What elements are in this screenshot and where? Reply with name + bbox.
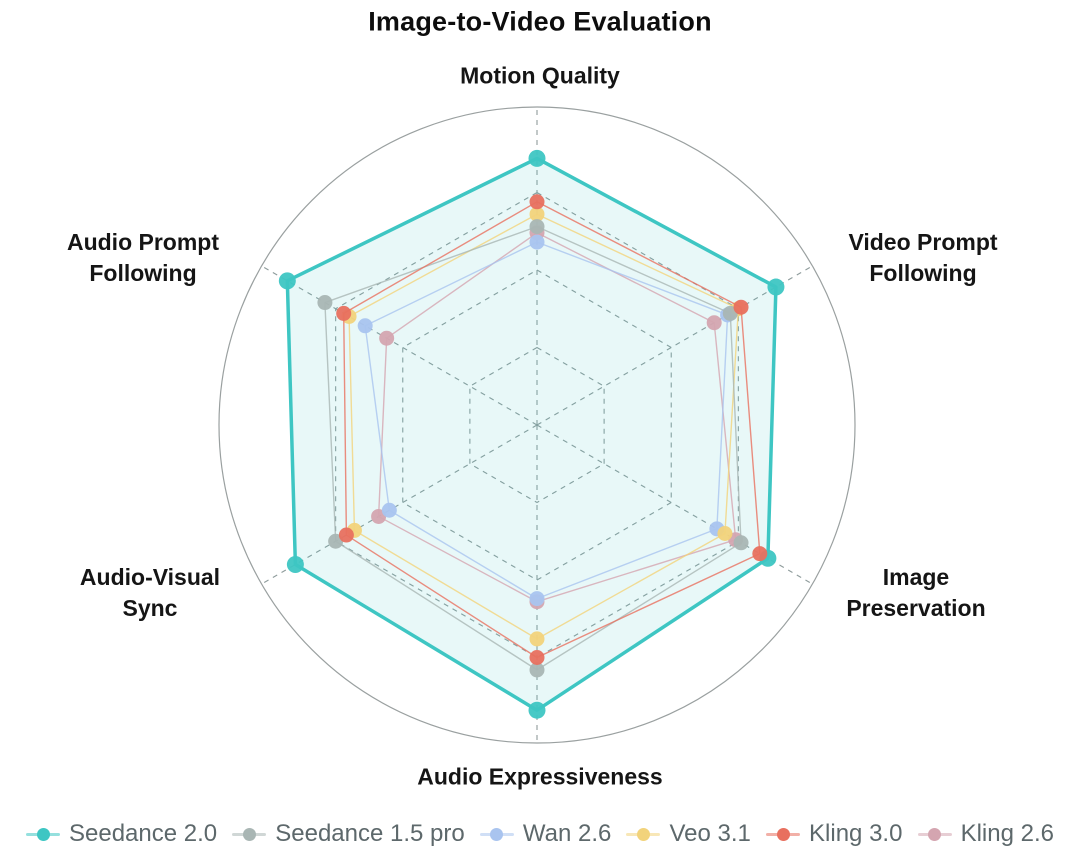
series-marker — [529, 219, 545, 235]
series-marker — [379, 330, 395, 346]
series-marker — [338, 527, 354, 543]
series-marker — [529, 234, 545, 250]
legend-marker-icon — [917, 827, 952, 841]
series-marker — [528, 701, 546, 719]
series-marker — [381, 502, 397, 518]
radar-axis-line — [261, 424, 538, 585]
series-marker — [717, 526, 733, 541]
legend-label: Seedance 2.0 — [69, 820, 218, 847]
series-marker — [767, 278, 785, 296]
series-area — [287, 158, 776, 711]
legend-marker-icon — [766, 827, 801, 841]
axis-label-audio-prompt-following: Audio Prompt Following — [66, 228, 220, 286]
series-marker — [706, 315, 722, 331]
legend-item-kling-3-0: Kling 3.0 — [766, 820, 902, 848]
chart-legend: Seedance 2.0 Seedance 1.5 pro Wan 2.6 Ve… — [0, 820, 1080, 848]
legend-label: Kling 2.6 — [960, 820, 1054, 847]
series-marker — [278, 272, 296, 290]
legend-marker-icon — [26, 827, 60, 841]
series-marker — [529, 194, 545, 210]
legend-item-wan-2-6: Wan 2.6 — [479, 820, 612, 848]
radar-axis-line — [536, 265, 813, 426]
axis-label-audio-expressiveness: Audio Expressiveness — [417, 763, 663, 790]
radar-outer-circle — [218, 106, 856, 744]
series-marker — [529, 591, 545, 607]
series-marker — [529, 206, 545, 222]
axis-label-image-preservation: Image Preservation — [846, 563, 986, 621]
series-marker — [529, 650, 545, 665]
legend-item-seedance-1-5-pro: Seedance 1.5 pro — [232, 820, 465, 848]
series-marker — [528, 149, 546, 167]
legend-label: Kling 3.0 — [809, 820, 903, 847]
legend-label: Veo 3.1 — [669, 820, 751, 847]
series-marker — [529, 662, 545, 678]
axis-label-video-prompt-following: Video Prompt Following — [848, 228, 998, 286]
series-marker — [336, 305, 352, 321]
radar-grid-ring — [469, 346, 605, 504]
legend-label: Seedance 1.5 pro — [275, 820, 465, 847]
legend-item-veo-3-1: Veo 3.1 — [626, 820, 751, 848]
series-marker — [733, 535, 749, 551]
series-marker — [317, 295, 333, 311]
series-marker — [286, 556, 304, 573]
axis-label-motion-quality: Motion Quality — [460, 62, 620, 89]
legend-marker-icon — [479, 827, 514, 841]
legend-label: Wan 2.6 — [522, 820, 612, 847]
series-marker — [752, 546, 768, 562]
series-marker — [357, 318, 373, 334]
series-marker — [529, 631, 545, 647]
legend-marker-icon — [626, 827, 661, 841]
legend-item-seedance-2-0: Seedance 2.0 — [26, 820, 217, 848]
chart-title: Image-to-Video Evaluation — [368, 6, 712, 37]
legend-item-kling-2-6: Kling 2.6 — [917, 820, 1054, 848]
radar-grid-ring — [402, 269, 672, 581]
radar-axis-line — [261, 265, 538, 426]
series-marker — [733, 299, 749, 315]
legend-marker-icon — [232, 827, 267, 841]
axis-label-audio-visual-sync: Audio-Visual Sync — [79, 563, 221, 621]
